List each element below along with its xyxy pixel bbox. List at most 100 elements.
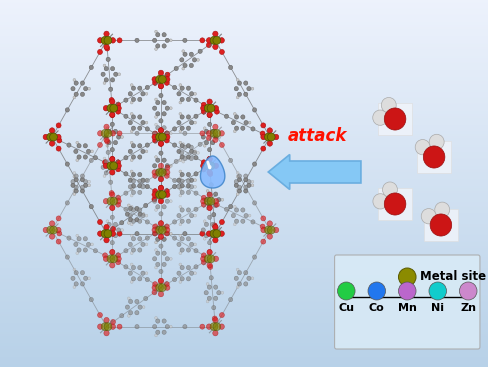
Circle shape <box>179 194 182 197</box>
Circle shape <box>219 231 224 236</box>
Circle shape <box>65 108 70 112</box>
Circle shape <box>138 305 142 309</box>
Circle shape <box>130 234 133 237</box>
Circle shape <box>110 162 118 170</box>
Circle shape <box>117 231 122 236</box>
Circle shape <box>110 131 116 136</box>
Circle shape <box>110 255 118 263</box>
Circle shape <box>116 260 120 265</box>
Circle shape <box>214 202 220 207</box>
Circle shape <box>110 250 115 255</box>
Circle shape <box>177 214 181 218</box>
Circle shape <box>214 163 218 168</box>
Circle shape <box>186 184 190 188</box>
Circle shape <box>208 148 212 152</box>
Circle shape <box>110 324 116 330</box>
Circle shape <box>145 150 148 153</box>
Circle shape <box>104 225 109 230</box>
Circle shape <box>158 284 166 291</box>
Circle shape <box>130 194 133 197</box>
Circle shape <box>179 112 182 115</box>
Circle shape <box>179 177 182 179</box>
Circle shape <box>214 203 218 207</box>
Circle shape <box>164 189 170 194</box>
Circle shape <box>156 44 160 48</box>
Circle shape <box>190 178 194 182</box>
Circle shape <box>145 92 148 95</box>
Circle shape <box>204 220 206 223</box>
Circle shape <box>128 299 132 304</box>
Circle shape <box>110 262 115 268</box>
Circle shape <box>210 233 215 238</box>
Circle shape <box>372 110 388 125</box>
Circle shape <box>126 305 130 309</box>
FancyBboxPatch shape <box>334 255 480 349</box>
Circle shape <box>179 234 182 237</box>
Circle shape <box>84 276 87 280</box>
Circle shape <box>138 155 142 159</box>
Circle shape <box>252 255 256 259</box>
Circle shape <box>183 38 187 43</box>
Circle shape <box>338 282 355 300</box>
Circle shape <box>207 156 212 161</box>
Circle shape <box>180 58 184 62</box>
Circle shape <box>183 131 187 135</box>
Circle shape <box>156 237 160 241</box>
Circle shape <box>154 316 158 319</box>
Circle shape <box>244 282 248 286</box>
Circle shape <box>238 189 242 193</box>
Circle shape <box>244 92 248 97</box>
Circle shape <box>77 248 81 252</box>
Circle shape <box>165 38 170 43</box>
Circle shape <box>152 290 157 295</box>
Circle shape <box>138 179 142 184</box>
Circle shape <box>216 291 221 295</box>
Circle shape <box>154 224 158 226</box>
Circle shape <box>214 285 218 289</box>
Circle shape <box>162 126 166 130</box>
Circle shape <box>159 119 163 123</box>
Circle shape <box>219 131 224 136</box>
Circle shape <box>141 214 145 218</box>
Circle shape <box>98 324 103 330</box>
Circle shape <box>73 189 76 192</box>
Circle shape <box>194 98 198 102</box>
Circle shape <box>76 141 78 144</box>
Circle shape <box>213 230 220 237</box>
Circle shape <box>145 121 148 124</box>
Circle shape <box>196 152 200 154</box>
Circle shape <box>152 131 156 135</box>
Circle shape <box>141 178 145 182</box>
Circle shape <box>190 120 194 125</box>
Circle shape <box>152 281 158 287</box>
Circle shape <box>212 225 218 230</box>
Circle shape <box>186 265 190 270</box>
Circle shape <box>264 133 272 141</box>
Circle shape <box>241 219 245 224</box>
Circle shape <box>158 185 164 191</box>
Circle shape <box>165 165 170 170</box>
Circle shape <box>104 44 109 50</box>
Circle shape <box>214 256 218 262</box>
Circle shape <box>145 214 148 217</box>
Circle shape <box>206 189 209 192</box>
Circle shape <box>162 237 166 241</box>
Circle shape <box>84 179 87 184</box>
Circle shape <box>236 286 239 288</box>
Circle shape <box>154 173 158 176</box>
Circle shape <box>135 310 139 315</box>
Circle shape <box>110 171 114 175</box>
Circle shape <box>56 146 61 151</box>
Circle shape <box>107 233 111 238</box>
Circle shape <box>194 191 198 195</box>
Circle shape <box>128 242 132 247</box>
Circle shape <box>238 81 242 85</box>
Circle shape <box>120 135 124 138</box>
Circle shape <box>103 81 106 84</box>
Circle shape <box>56 239 61 244</box>
Circle shape <box>156 262 160 266</box>
Circle shape <box>207 99 212 105</box>
Circle shape <box>116 105 121 111</box>
Circle shape <box>182 160 184 163</box>
Circle shape <box>186 219 190 224</box>
